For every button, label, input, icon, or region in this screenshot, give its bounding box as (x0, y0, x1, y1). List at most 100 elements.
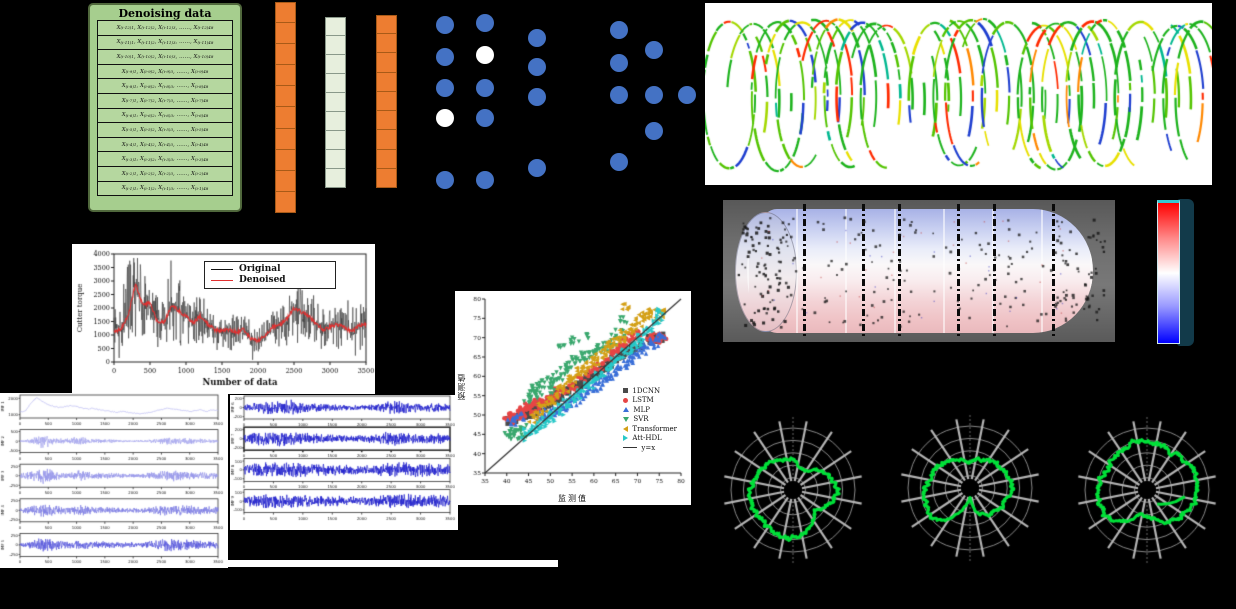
table-row: X (i-1)1, X (i-1)2, X (i-1)3, ……, X (i-1)48 (121, 185, 209, 192)
table-row: X (i-5)1, X (i-5)2, X (i-5)3, ……, X (i-5)48 (98, 123, 232, 138)
neuron-node (610, 86, 628, 104)
bar-cell (275, 23, 296, 45)
table-row: X (i-8)1, X (i-8)2, X (i-8)3, ……, X (i-8)48 (98, 79, 232, 94)
scatter-legend: 1DCNN LSTM MLP SVR Transformer Att-HDL y=x (623, 386, 677, 453)
legend-label: SVR (633, 415, 649, 424)
table-title: Denoising data (118, 7, 212, 20)
bar-cell (325, 36, 346, 55)
legend-label: Att-HDL (632, 434, 662, 443)
cylinder-dots-canvas (723, 200, 1115, 342)
neural-network-diagram (420, 8, 705, 198)
bar-cell (376, 53, 397, 73)
dropout-node (476, 46, 494, 64)
neuron-node (528, 29, 546, 47)
square-marker-icon (623, 388, 629, 394)
neuron-node (436, 48, 454, 66)
bar-cell (325, 93, 346, 112)
input-vector-bar (275, 2, 296, 213)
table-body: X (i-12)1, X (i-12)2, X (i-12)3, ……, X (i-12… (97, 20, 233, 197)
scatter-chart-canvas (455, 291, 691, 505)
bar-cell (325, 55, 346, 74)
table-row: X (i-4)1, X (i-4)2, X (i-4)3, ……, X (i-4)48 (98, 138, 232, 153)
imf-right-canvas (230, 395, 458, 530)
bar-cell (275, 149, 296, 171)
imf-panel-left (0, 393, 228, 568)
bar-cell (376, 34, 397, 54)
bar-cell (325, 131, 346, 150)
hidden-vector-bar (325, 17, 346, 188)
legend-item: LSTM (623, 396, 677, 406)
scatter-chart-panel: 预测值 监测值 1DCNN LSTM MLP SVR Transformer Att-HD… (455, 291, 691, 505)
neuron-node (610, 54, 628, 72)
helix-pointcloud-panel (705, 3, 1212, 185)
output-vector-bar (376, 15, 397, 188)
bar-cell (325, 112, 346, 131)
legend-label: 1DCNN (632, 386, 661, 395)
neuron-node (476, 109, 494, 127)
neuron-node (436, 79, 454, 97)
table-row: X (i-9)1, X (i-9)2, X (i-9)3, ……, X (i-9)48 (98, 65, 232, 80)
legend-item: MLP (623, 405, 677, 415)
bar-cell (376, 72, 397, 92)
bar-cell (275, 170, 296, 192)
denoised-line-swatch (211, 280, 233, 281)
table-row: X (i-6)1, X (i-6)2, X (i-6)3, ……, X (i-6)48 (98, 109, 232, 124)
tunnel-cylinder-panel (723, 200, 1115, 342)
legend-label-denoised: Denoised (239, 275, 286, 285)
neuron-node (476, 14, 494, 32)
polar-plot-1 (718, 415, 868, 565)
neuron-node (645, 86, 663, 104)
neuron-node (476, 171, 494, 189)
bar-cell (275, 128, 296, 150)
bar-cell (275, 191, 296, 213)
legend-label: LSTM (632, 396, 654, 405)
scatter-xlabel: 监测值 (558, 494, 588, 503)
triangle-up-marker-icon (623, 407, 630, 413)
triangle-right-marker-icon (623, 435, 629, 442)
bar-cell (325, 74, 346, 93)
legend-item: 1DCNN (623, 386, 677, 396)
imf-left-canvas (0, 393, 228, 568)
neuron-node (528, 58, 546, 76)
imf-panel-right (230, 395, 458, 530)
helix-pointcloud-canvas (705, 3, 1212, 185)
circle-marker-icon (623, 397, 629, 403)
triangle-left-marker-icon (623, 425, 629, 432)
dropout-node (436, 109, 454, 127)
torque-chart-panel: Original Denoised (72, 244, 375, 394)
bar-cell (376, 111, 397, 131)
bar-cell (376, 149, 397, 169)
bar-cell (376, 91, 397, 112)
neuron-node (610, 21, 628, 39)
bar-cell (325, 150, 346, 169)
table-row: X (i-11)1, X (i-11)2, X (i-11)3, ……, X (i-11… (98, 36, 232, 51)
bar-cell (275, 44, 296, 66)
legend-item: Transformer (623, 424, 677, 434)
original-line-swatch (211, 269, 233, 270)
legend-item-identity: y=x (623, 443, 677, 453)
denoising-data-table: Denoising data X (i-12)1, X (i-12)2, X (i-1… (88, 3, 242, 212)
neuron-node (436, 171, 454, 189)
table-row: X (i-10)1, X (i-10)2, X (i-10)3, ……, X (i-10… (98, 50, 232, 65)
bar-cell (325, 169, 346, 188)
table-row: X (i-2)1, X (i-2)2, X (i-2)3, ……, X (i-2)48 (98, 167, 232, 182)
legend-label: y=x (641, 443, 656, 452)
neuron-node (645, 122, 663, 140)
neuron-node (528, 88, 546, 106)
neuron-node (476, 79, 494, 97)
bar-cell (275, 65, 296, 87)
legend-label: MLP (633, 405, 650, 414)
bar-cell (376, 168, 397, 188)
bar-cell (376, 130, 397, 150)
colorbar (1157, 200, 1180, 344)
neuron-node (610, 153, 628, 171)
neuron-node (436, 16, 454, 34)
legend-label-original: Original (239, 264, 281, 274)
table-row: X (i-7)1, X (i-7)2, X (i-7)3, ……, X (i-7)48 (98, 94, 232, 109)
colorbar-shadow (1177, 199, 1194, 346)
triangle-down-marker-icon (623, 416, 630, 422)
bar-cell (275, 86, 296, 108)
neuron-node (528, 159, 546, 177)
bar-cell (275, 107, 296, 129)
